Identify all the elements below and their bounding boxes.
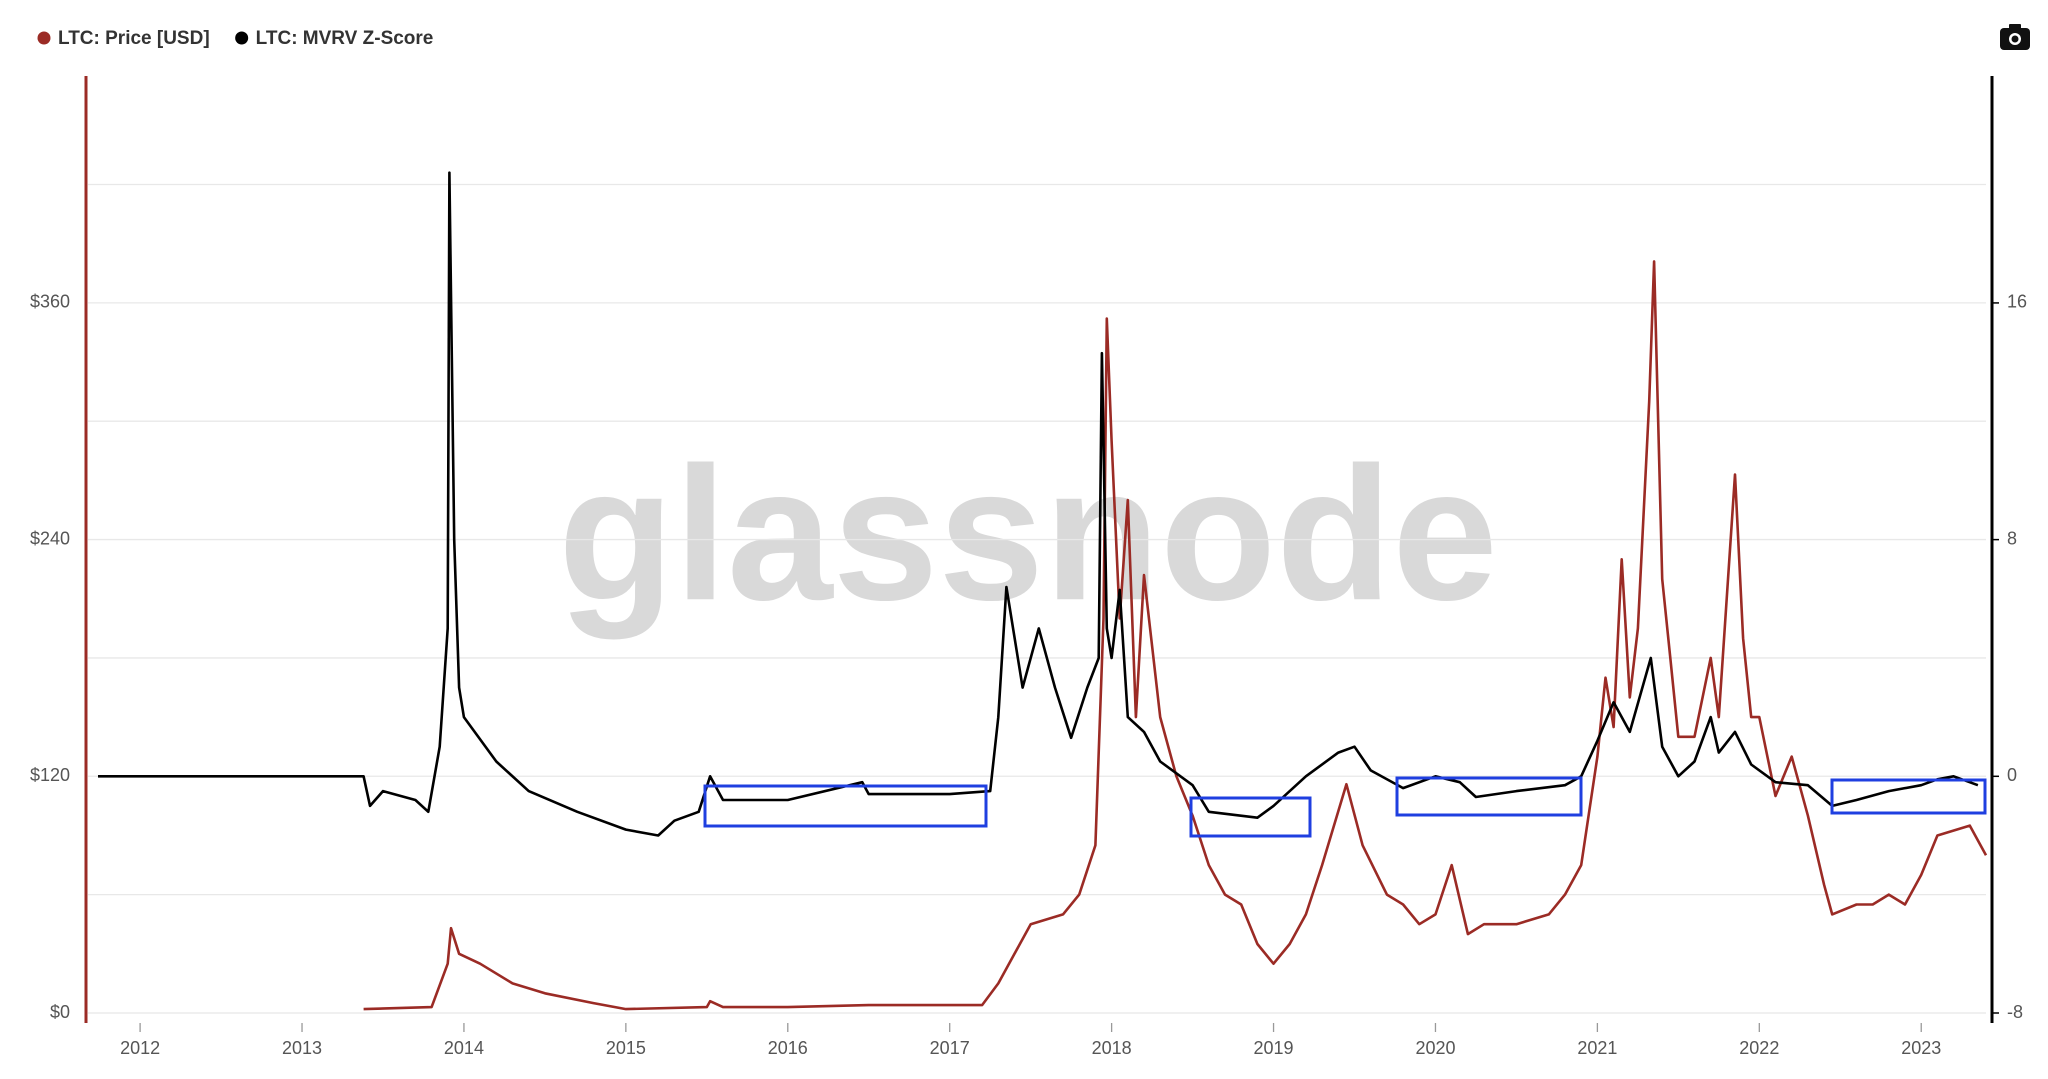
y-tick-label: $240 bbox=[30, 528, 70, 548]
camera-top bbox=[2009, 24, 2021, 30]
x-tick-label: 2019 bbox=[1254, 1038, 1294, 1058]
x-tick-label: 2018 bbox=[1092, 1038, 1132, 1058]
camera-icon[interactable] bbox=[2000, 24, 2030, 50]
legend-label: LTC: MVRV Z-Score bbox=[256, 28, 434, 49]
camera-lens-inner bbox=[2011, 35, 2019, 43]
x-tick-label: 2022 bbox=[1739, 1038, 1779, 1058]
x-tick-label: 2016 bbox=[768, 1038, 808, 1058]
highlight-box bbox=[1395, 776, 1583, 817]
x-tick-label: 2020 bbox=[1415, 1038, 1455, 1058]
y2-tick-label: 8 bbox=[2007, 528, 2017, 548]
lines bbox=[98, 171, 1988, 1011]
legend-label: LTC: Price [USD] bbox=[58, 28, 210, 49]
x-tick-label: 2014 bbox=[444, 1038, 484, 1058]
y-tick-label: $120 bbox=[30, 765, 70, 785]
x-tick-label: 2021 bbox=[1577, 1038, 1617, 1058]
y-tick-label: $0 bbox=[50, 1002, 70, 1022]
x-tick-label: 2023 bbox=[1901, 1038, 1941, 1058]
x-tick-label: 2017 bbox=[930, 1038, 970, 1058]
y-tick-label: $360 bbox=[30, 292, 70, 312]
grid bbox=[88, 183, 1986, 1014]
highlight-box bbox=[1830, 778, 1987, 815]
y2-tick-label: 16 bbox=[2007, 292, 2027, 312]
highlight-boxes bbox=[703, 776, 1987, 838]
highlight-box bbox=[703, 784, 988, 828]
series-line bbox=[98, 171, 1979, 837]
watermark: glassnode bbox=[558, 428, 1498, 640]
legend: LTC: Price [USD] LTC: MVRV Z-Score bbox=[37, 28, 434, 49]
legend-marker bbox=[37, 31, 51, 45]
legend-marker bbox=[235, 31, 249, 45]
x-tick-label: 2012 bbox=[120, 1038, 160, 1058]
highlight-box bbox=[1189, 796, 1312, 838]
series-line bbox=[363, 260, 1988, 1011]
x-tick-label: 2013 bbox=[282, 1038, 322, 1058]
y2-tick-label: 0 bbox=[2007, 765, 2017, 785]
y2-tick-label: -8 bbox=[2007, 1002, 2023, 1022]
x-tick-label: 2015 bbox=[606, 1038, 646, 1058]
